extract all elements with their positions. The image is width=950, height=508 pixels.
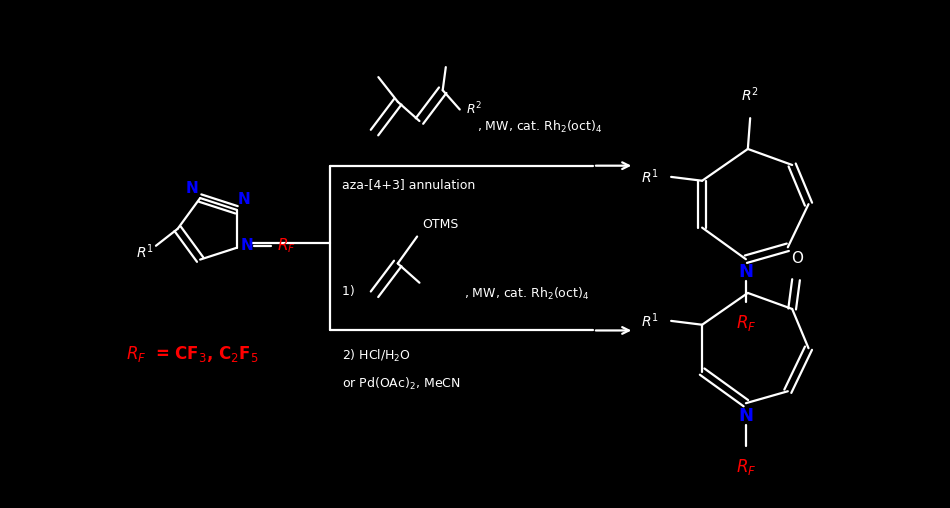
Text: $R^1$: $R^1$ — [641, 168, 658, 186]
Text: $R^2$: $R^2$ — [466, 101, 482, 118]
Text: or Pd(OAc)$_2$, MeCN: or Pd(OAc)$_2$, MeCN — [342, 376, 461, 392]
Text: $R_F$: $R_F$ — [277, 236, 296, 255]
Text: N: N — [241, 238, 254, 253]
Text: , MW, cat. Rh$_2$(oct)$_4$: , MW, cat. Rh$_2$(oct)$_4$ — [464, 286, 589, 302]
Text: aza-[4+3] annulation: aza-[4+3] annulation — [342, 178, 475, 192]
Text: N: N — [738, 407, 753, 425]
Text: O: O — [791, 251, 804, 266]
Text: N: N — [738, 263, 753, 281]
Text: 1): 1) — [342, 285, 359, 299]
Text: = CF$_3$, C$_2$F$_5$: = CF$_3$, C$_2$F$_5$ — [155, 343, 258, 364]
Text: N: N — [186, 180, 199, 196]
Text: 2) HCl/H$_2$O: 2) HCl/H$_2$O — [342, 348, 411, 364]
Text: , MW, cat. Rh$_2$(oct)$_4$: , MW, cat. Rh$_2$(oct)$_4$ — [477, 119, 602, 135]
Text: $R_F$: $R_F$ — [735, 313, 756, 333]
Text: $R^1$: $R^1$ — [641, 311, 658, 330]
Text: OTMS: OTMS — [423, 218, 459, 232]
Text: $R^2$: $R^2$ — [741, 86, 759, 104]
Text: $R_F$: $R_F$ — [126, 343, 147, 364]
Text: N: N — [238, 193, 251, 207]
Text: $R_F$: $R_F$ — [735, 457, 756, 477]
Text: $R^1$: $R^1$ — [136, 243, 154, 261]
